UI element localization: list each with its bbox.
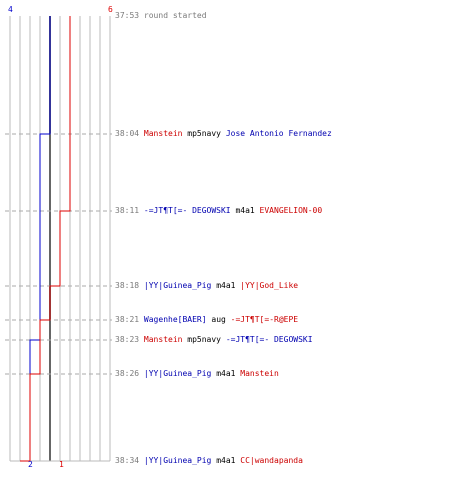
- red-team-start-count: 6: [108, 5, 113, 14]
- victim-name: |YY|God_Like: [240, 281, 299, 290]
- log-row-kill: 38:21 Wagenhe[BAER] aug -=JT¶T[=-R@EPE: [115, 315, 298, 325]
- weapon-name: m4a1: [235, 206, 255, 215]
- killer-name: -=JT¶T[=- DEGOWSKI: [143, 206, 231, 215]
- log-row-kill: 38:34 |YY|Guinea_Pig m4a1 CC|wandapanda: [115, 456, 303, 466]
- weapon-name: mp5navy: [187, 129, 221, 138]
- log-row-kill: 38:23 Manstein mp5navy -=JT¶T[=- DEGOWSK…: [115, 335, 313, 345]
- log-row-kill: 38:11 -=JT¶T[=- DEGOWSKI m4a1 EVANGELION…: [115, 206, 322, 216]
- event-message: round started: [143, 11, 207, 20]
- killer-name: Manstein: [143, 129, 183, 138]
- event-time: 38:04: [115, 129, 140, 138]
- weapon-name: mp5navy: [187, 335, 221, 344]
- red-team-alive-line: [20, 16, 71, 462]
- killer-name: Manstein: [143, 335, 183, 344]
- victim-name: -=JT¶T[=- DEGOWSKI: [225, 335, 313, 344]
- event-time: 38:21: [115, 315, 140, 324]
- event-time: 37:53: [115, 11, 140, 20]
- killer-name: |YY|Guinea_Pig: [143, 456, 212, 465]
- event-time: 38:18: [115, 281, 140, 290]
- weapon-name: m4a1: [216, 369, 236, 378]
- event-time: 38:26: [115, 369, 140, 378]
- blue-team-start-count: 4: [8, 5, 13, 14]
- log-row-kill: 38:18 |YY|Guinea_Pig m4a1 |YY|God_Like: [115, 281, 298, 291]
- log-row-kill: 38:26 |YY|Guinea_Pig m4a1 Manstein: [115, 369, 279, 379]
- victim-name: Jose Antonio Fernandez: [225, 129, 332, 138]
- weapon-name: m4a1: [216, 456, 236, 465]
- log-row-info: 37:53 round started: [115, 11, 207, 21]
- event-guide-lines: [5, 133, 112, 375]
- victim-name: -=JT¶T[=-R@EPE: [230, 315, 299, 324]
- victim-name: Manstein: [240, 369, 279, 378]
- event-time: 38:11: [115, 206, 140, 215]
- victim-name: CC|wandapanda: [240, 456, 303, 465]
- log-row-kill: 38:04 Manstein mp5navy Jose Antonio Fern…: [115, 129, 332, 139]
- killer-name: |YY|Guinea_Pig: [143, 281, 212, 290]
- killer-name: |YY|Guinea_Pig: [143, 369, 212, 378]
- weapon-name: aug: [211, 315, 226, 324]
- event-time: 38:23: [115, 335, 140, 344]
- event-time: 38:34: [115, 456, 140, 465]
- blue-team-end-count: 2: [28, 460, 33, 469]
- red-team-end-count: 1: [59, 460, 64, 469]
- weapon-name: m4a1: [216, 281, 236, 290]
- blue-team-alive-line: [29, 16, 51, 461]
- killer-name: Wagenhe[BAER]: [143, 315, 207, 324]
- victim-name: EVANGELION-00: [259, 206, 323, 215]
